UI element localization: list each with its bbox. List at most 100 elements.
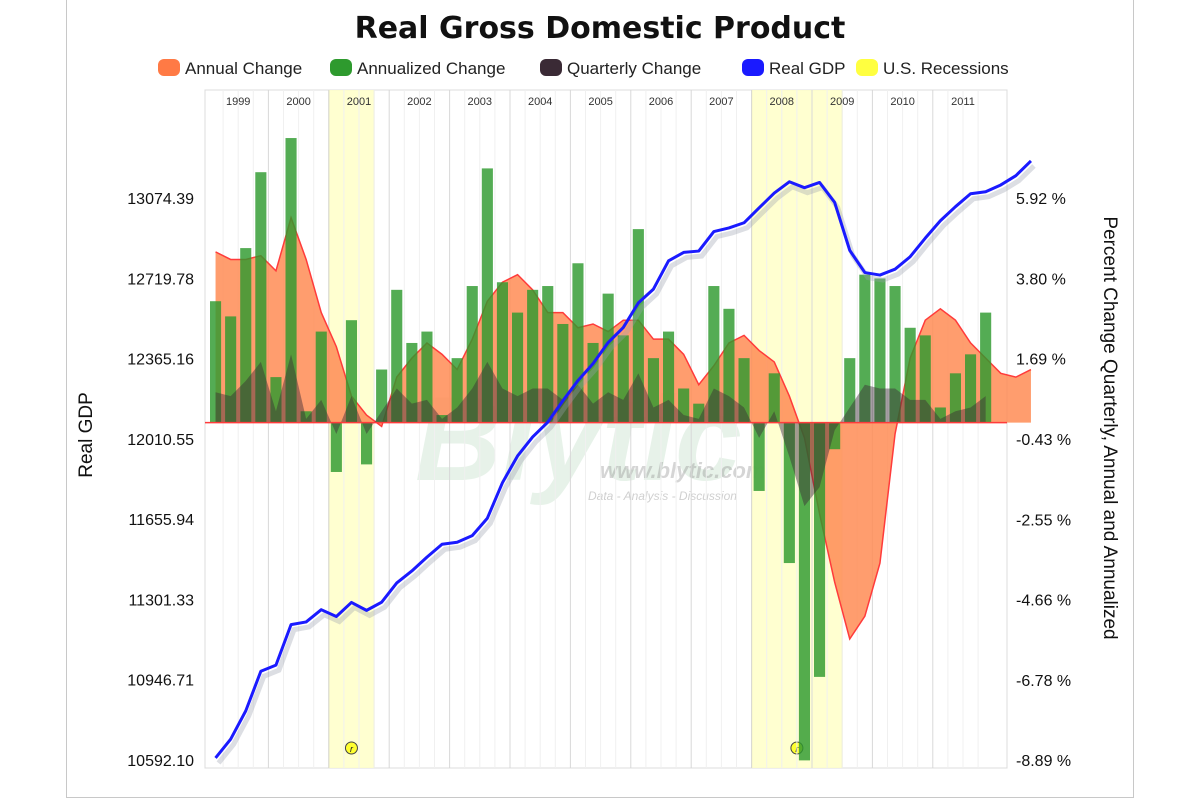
- annualized-change-bar: [617, 335, 629, 423]
- left-tick-label: 12365.16: [127, 352, 194, 369]
- year-label: 2003: [468, 96, 492, 108]
- legend-label: Quarterly Change: [567, 59, 701, 78]
- annualized-change-bar: [406, 342, 418, 423]
- annualized-change-bar: [678, 388, 690, 423]
- right-tick-label: 5.92 %: [1016, 191, 1066, 208]
- annualized-change-bar: [527, 289, 539, 423]
- right-axis-ticks: -8.89 % -6.78 % -4.66 % -2.55 % -0.43 % 1.69 …: [1016, 191, 1071, 770]
- right-tick-label: 1.69 %: [1016, 352, 1066, 369]
- legend-swatch: [330, 59, 352, 76]
- annualized-change-bar: [889, 286, 901, 423]
- legend-label: Annual Change: [185, 59, 302, 78]
- annualized-change-bar: [300, 411, 312, 423]
- legend-swatch: [742, 59, 764, 76]
- annualized-change-bar: [210, 301, 222, 423]
- legend-label: Annualized Change: [357, 59, 505, 78]
- annualized-change-bar: [436, 415, 448, 423]
- annualized-change-bar: [376, 369, 388, 423]
- annualized-change-bar: [919, 335, 931, 423]
- year-label: 2002: [407, 96, 431, 108]
- recession-marker: [344, 741, 358, 755]
- quarterly-change-fill: [215, 354, 986, 507]
- legend-swatch: [540, 59, 562, 76]
- annualized-change-bar: [330, 422, 342, 472]
- annualized-change-bar: [874, 278, 886, 423]
- right-tick-label: -8.89 %: [1016, 753, 1071, 770]
- left-tick-label: 11655.94: [128, 512, 194, 529]
- annualized-change-bar: [663, 331, 675, 423]
- chart-title: Real Gross Domestic Product: [355, 11, 846, 46]
- year-gridlines: [222, 90, 979, 768]
- annualized-change-bars: [210, 138, 992, 761]
- left-tick-label: 10946.71: [127, 673, 194, 690]
- right-axis-title: Percent Change Quarterly, Annual and Ann…: [1099, 216, 1120, 639]
- annualized-change-bar: [934, 407, 946, 423]
- annualized-change-bar: [602, 293, 614, 423]
- annual-change-fill: [215, 217, 1031, 639]
- real-gdp-line: [214, 159, 1036, 765]
- annualized-change-bar: [466, 286, 478, 423]
- annualized-change-bar: [315, 331, 327, 423]
- annualized-change-bar: [391, 289, 403, 423]
- annualized-change-bar: [421, 331, 433, 423]
- right-tick-label: -4.66 %: [1016, 592, 1071, 609]
- annualized-change-bar: [844, 358, 856, 423]
- left-tick-label: 12010.55: [127, 432, 194, 449]
- watermark-url: www.blytic.com: [600, 458, 765, 483]
- year-label: 2001: [347, 96, 371, 108]
- annualized-change-bar: [345, 320, 357, 423]
- year-label: 1999: [226, 96, 250, 108]
- year-label: 2010: [890, 96, 914, 108]
- annualized-change-bar: [496, 282, 508, 423]
- annualized-change-bar: [542, 286, 554, 423]
- annualized-change-bar: [904, 327, 916, 423]
- legend-label: U.S. Recessions: [883, 59, 1009, 78]
- legend-swatch: [856, 59, 878, 76]
- annualized-change-bar: [859, 274, 871, 423]
- annualized-change-bar: [451, 358, 463, 423]
- annualized-change-bar: [693, 403, 705, 423]
- quarterly-change-area: [215, 354, 986, 507]
- right-tick-label: -2.55 %: [1016, 512, 1071, 529]
- annualized-change-bar: [512, 312, 524, 423]
- right-tick-label: 3.80 %: [1016, 271, 1066, 288]
- annualized-change-bar: [768, 373, 780, 423]
- annualized-change-bar: [965, 354, 977, 423]
- real-gdp-shadow: [216, 164, 1036, 765]
- annualized-change-bar: [587, 342, 599, 423]
- annualized-change-bar: [647, 358, 659, 423]
- left-tick-label: 13074.39: [127, 191, 194, 208]
- annualized-change-bar: [255, 172, 267, 423]
- annualized-change-bar: [285, 138, 297, 423]
- left-tick-label: 11301.33: [128, 592, 194, 609]
- year-label: 2006: [649, 96, 673, 108]
- year-label: 2011: [951, 96, 975, 108]
- legend-label: Real GDP: [769, 59, 846, 78]
- left-axis-ticks: 10592.10 10946.71 11301.33 11655.94 12010.55…: [127, 191, 194, 770]
- annualized-change-bar: [240, 248, 252, 423]
- left-tick-label: 10592.10: [127, 753, 194, 770]
- year-label: 2009: [830, 96, 854, 108]
- annualized-change-bar: [814, 422, 826, 677]
- annualized-change-bar: [557, 323, 569, 423]
- year-label: 2008: [770, 96, 794, 108]
- annualized-change-bar: [270, 377, 282, 423]
- annualized-change-bar: [572, 263, 584, 423]
- annualized-change-bar: [225, 316, 237, 423]
- left-axis-title: Real GDP: [76, 392, 97, 478]
- annualized-change-bar: [723, 308, 735, 423]
- annualized-change-bar: [798, 422, 810, 761]
- real-gdp-line-path: [214, 159, 1032, 759]
- right-tick-label: -0.43 %: [1016, 432, 1071, 449]
- year-labels: 1999 2000 2001 2002 2003 2004 2005 2006 2007 2008…: [226, 96, 975, 108]
- annualized-change-bar: [980, 312, 992, 423]
- year-label: 2000: [286, 96, 310, 108]
- annualized-change-bar: [738, 358, 750, 423]
- legend: Annual Change Annualized Change Quarterly …: [158, 59, 1009, 78]
- year-label: 2007: [709, 96, 733, 108]
- annualized-change-bar: [708, 286, 720, 423]
- annualized-change-bar: [632, 229, 644, 423]
- legend-swatch: [158, 59, 180, 76]
- year-label: 2004: [528, 96, 552, 108]
